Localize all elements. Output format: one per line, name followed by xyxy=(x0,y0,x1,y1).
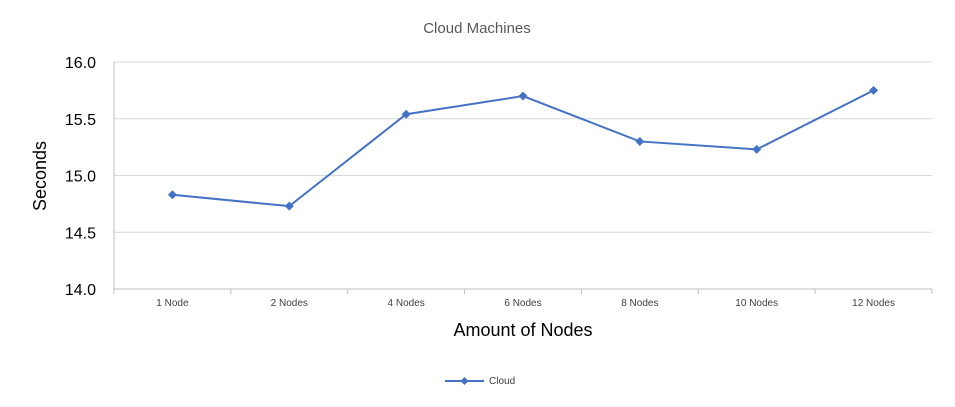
y-tick-label: 14.0 xyxy=(65,282,96,299)
data-point-marker xyxy=(518,91,528,101)
y-tick-label: 15.0 xyxy=(65,169,96,186)
y-tick-label: 15.5 xyxy=(65,112,96,129)
gridlines xyxy=(113,61,932,290)
data-point-marker xyxy=(167,190,177,200)
y-tick-label: 16.0 xyxy=(65,55,96,72)
data-point-marker xyxy=(401,109,411,119)
y-axis-label: Seconds xyxy=(30,141,50,211)
x-tick-label: 1 Node xyxy=(156,298,189,309)
legend-marker-icon xyxy=(460,377,469,385)
x-tick-label: 8 Nodes xyxy=(621,298,658,309)
x-tick-label: 4 Nodes xyxy=(388,298,425,309)
data-point-marker xyxy=(284,201,294,211)
x-tick-label: 6 Nodes xyxy=(504,298,541,309)
data-point-marker xyxy=(635,136,645,146)
legend-label-cloud: Cloud xyxy=(489,376,515,387)
x-axis-label: Amount of Nodes xyxy=(453,320,592,340)
x-tick-label: 2 Nodes xyxy=(271,298,308,309)
x-axis-ticks: 1 Node 2 Nodes 4 Nodes 6 Nodes 8 Nodes 10 Nod… xyxy=(113,289,933,309)
data-point-marker xyxy=(752,144,762,154)
x-tick-label: 12 Nodes xyxy=(852,298,895,309)
chart-title: Cloud Machines xyxy=(423,20,531,37)
data-point-marker xyxy=(869,85,879,95)
x-tick-label: 10 Nodes xyxy=(735,298,778,309)
series-cloud xyxy=(167,85,879,211)
y-tick-label: 14.5 xyxy=(65,225,96,242)
legend: Cloud xyxy=(445,376,515,387)
y-axis-ticks: 14.0 14.5 15.0 15.5 16.0 xyxy=(65,55,96,299)
series-line-cloud xyxy=(172,89,875,208)
